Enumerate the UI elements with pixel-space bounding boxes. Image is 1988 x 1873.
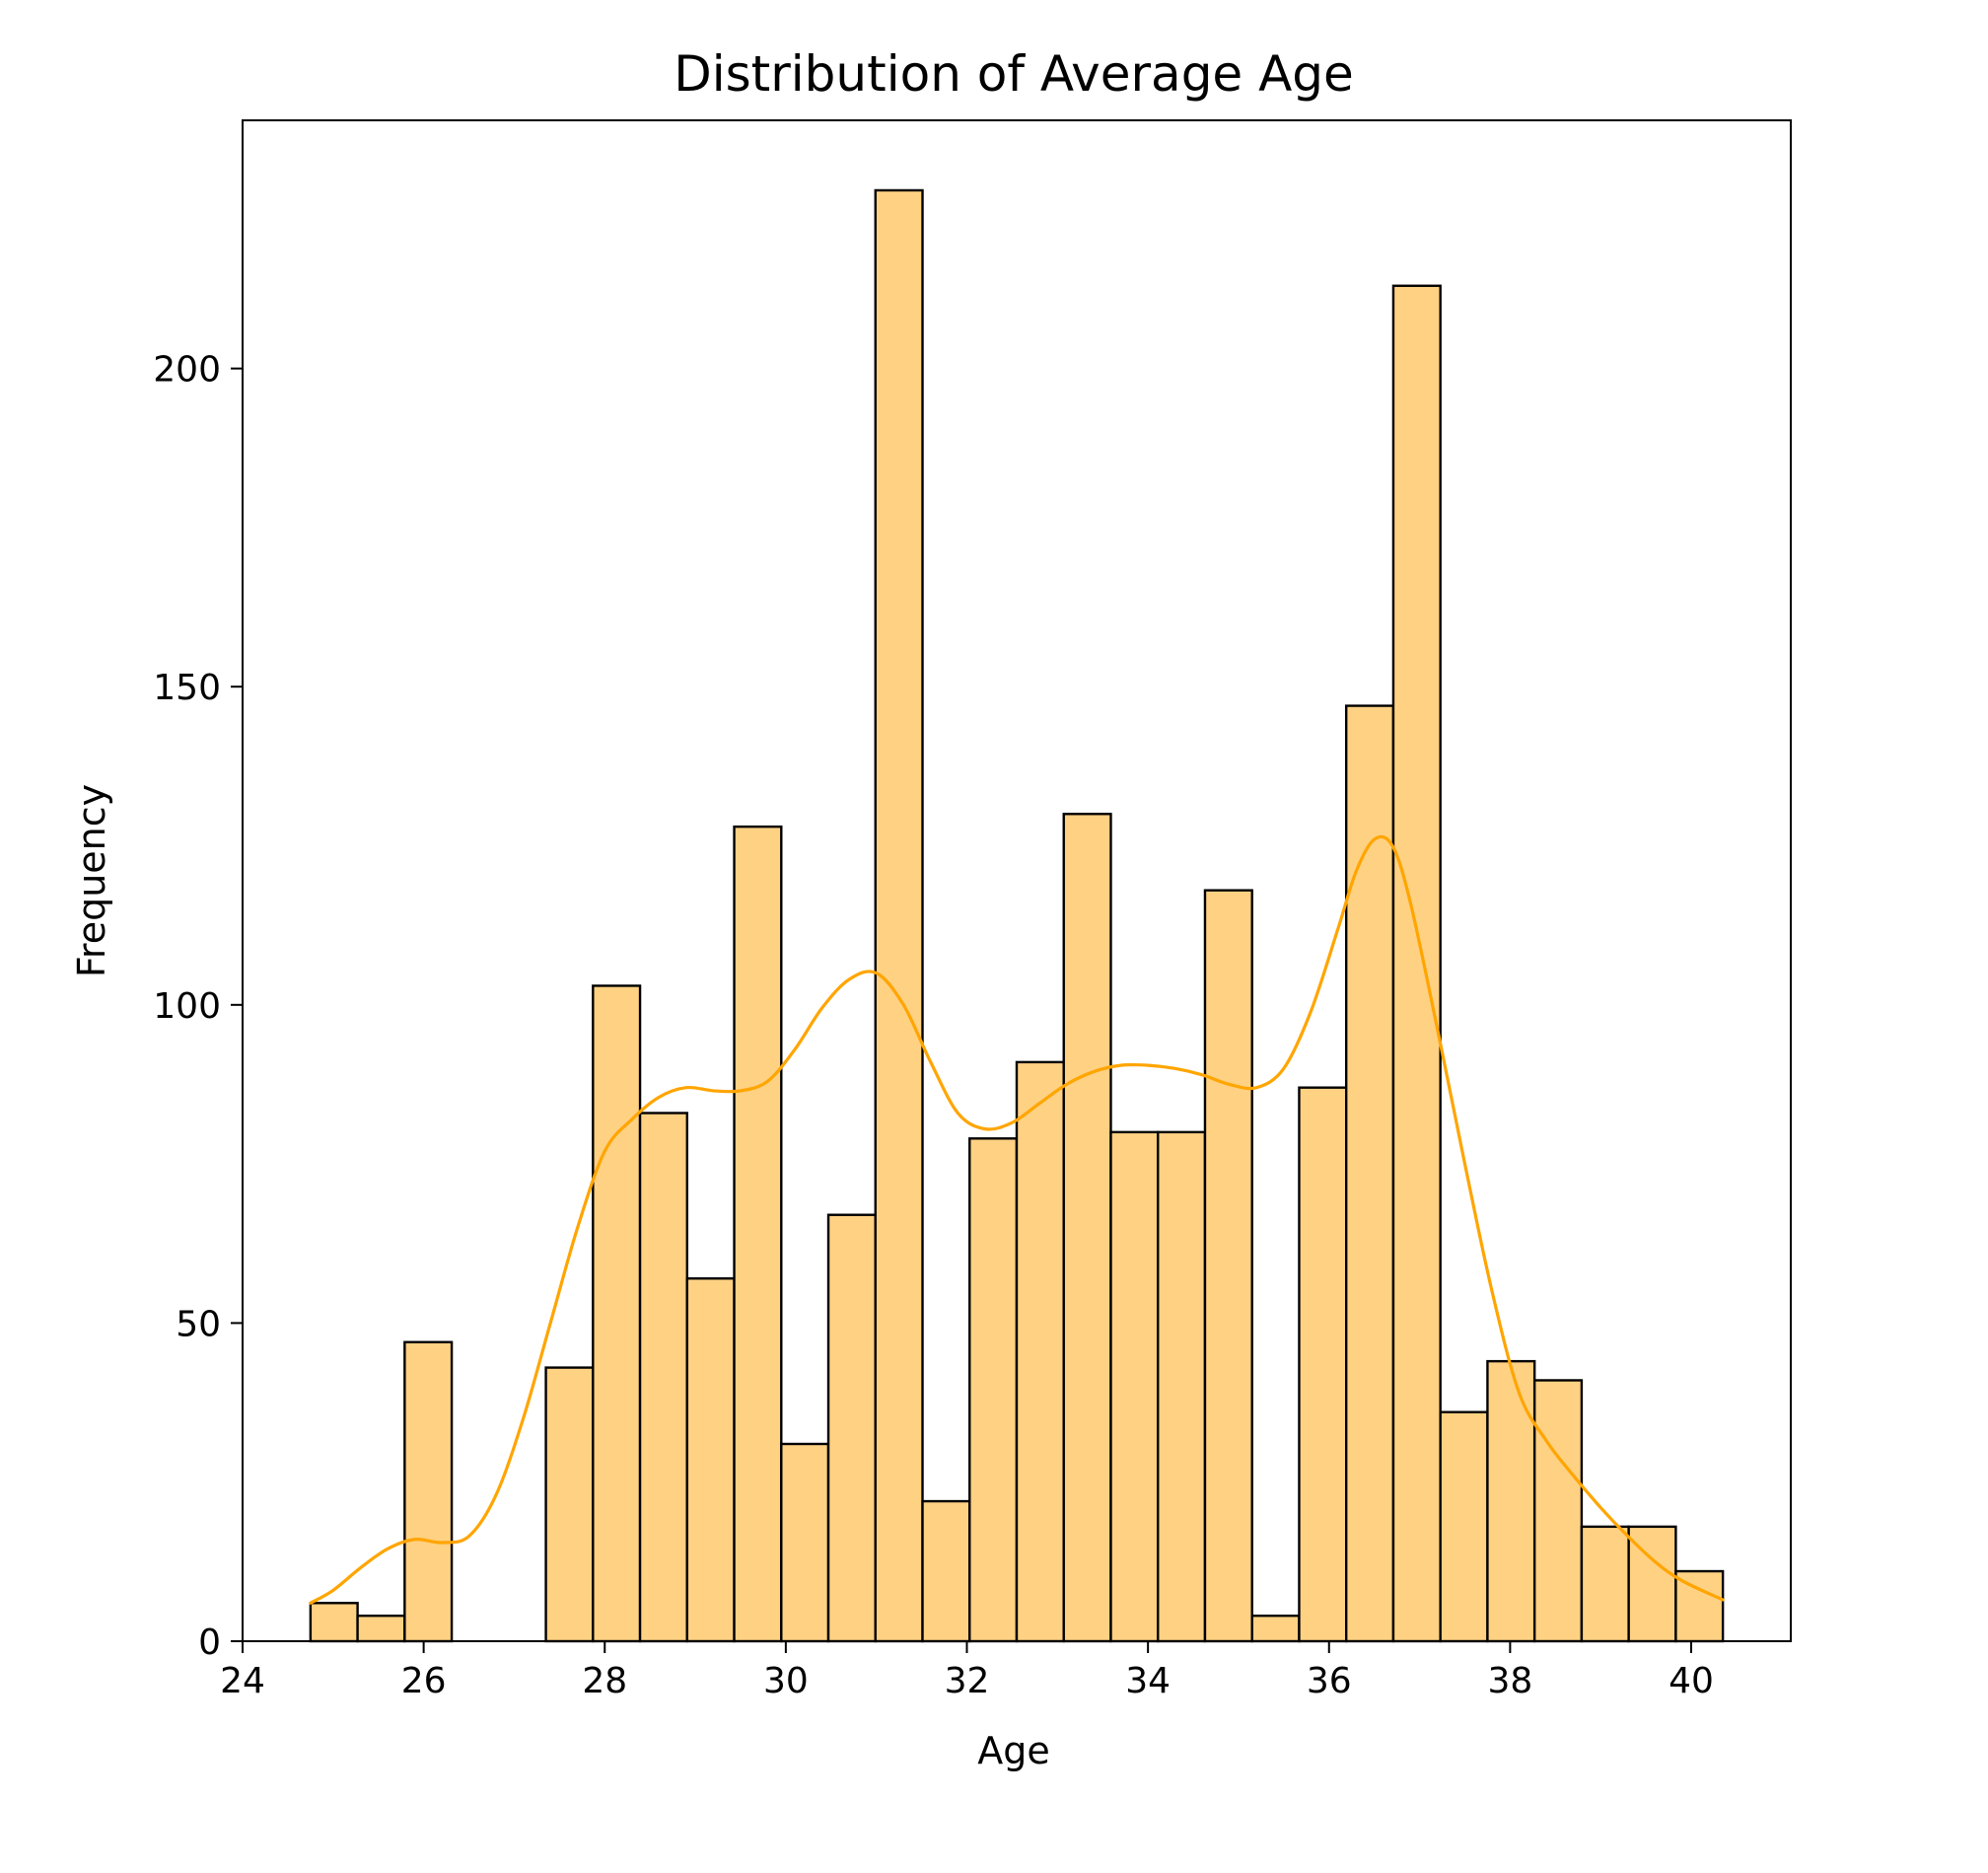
histogram-bar xyxy=(1298,1086,1348,1643)
chart-title: Distribution of Average Age xyxy=(674,45,1354,103)
histogram-bar xyxy=(968,1137,1019,1643)
histogram-bar xyxy=(638,1112,689,1643)
histogram-bar xyxy=(1157,1130,1207,1643)
x-axis-label: Age xyxy=(977,1729,1050,1772)
histogram-bar xyxy=(1532,1379,1584,1643)
y-tick-label: 100 xyxy=(153,986,221,1027)
histogram-bar xyxy=(1250,1614,1301,1643)
x-tick-label: 28 xyxy=(582,1661,627,1701)
histogram-bar xyxy=(403,1340,454,1643)
histogram-bar xyxy=(874,188,924,1643)
x-tick-label: 40 xyxy=(1668,1661,1714,1701)
histogram-bar xyxy=(1580,1525,1630,1643)
histogram-bar xyxy=(1203,889,1253,1643)
histogram-bar xyxy=(1109,1130,1160,1643)
histogram-bar xyxy=(309,1602,359,1643)
x-tick-label: 30 xyxy=(763,1661,809,1701)
x-tick-label: 26 xyxy=(401,1661,447,1701)
histogram-bar xyxy=(826,1213,877,1643)
bars-layer xyxy=(309,188,1725,1643)
y-axis-label: Frequency xyxy=(70,784,113,977)
x-tick-label: 38 xyxy=(1487,1661,1532,1701)
histogram-bar xyxy=(1015,1060,1065,1643)
histogram-bar xyxy=(1439,1410,1489,1643)
histogram-bar xyxy=(356,1614,406,1643)
histogram-bar xyxy=(1391,284,1442,1643)
x-axis-ticks: 24 26 28 30 32 34 36 38 40 xyxy=(220,1641,1714,1701)
histogram-bar xyxy=(1486,1359,1536,1643)
x-tick-label: 36 xyxy=(1307,1661,1352,1701)
histogram-bar xyxy=(733,825,783,1643)
histogram-bar xyxy=(592,984,642,1643)
histogram-bar xyxy=(921,1499,971,1643)
x-tick-label: 24 xyxy=(220,1661,265,1701)
plot-area-frame xyxy=(242,119,1792,1642)
histogram-bar xyxy=(1344,704,1395,1643)
kde-curve xyxy=(309,834,1725,1605)
y-axis-ticks: 0 50 100 150 200 xyxy=(153,350,243,1663)
x-tick-label: 32 xyxy=(945,1661,990,1701)
y-tick-label: 200 xyxy=(153,350,221,391)
histogram-bar xyxy=(685,1277,736,1643)
y-tick-label: 0 xyxy=(198,1622,221,1663)
kde-layer xyxy=(309,834,1725,1605)
histogram-bar xyxy=(1062,813,1112,1643)
histogram-bar xyxy=(544,1366,595,1643)
y-tick-label: 150 xyxy=(153,668,221,708)
histogram-bar xyxy=(780,1442,830,1643)
x-tick-label: 34 xyxy=(1125,1661,1171,1701)
y-tick-label: 50 xyxy=(176,1304,221,1344)
